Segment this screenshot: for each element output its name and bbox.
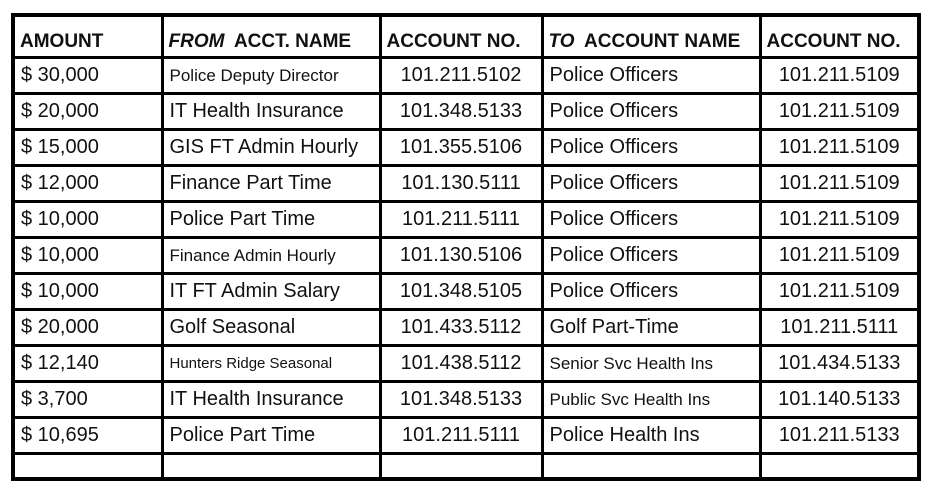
cell-to-account-no: 101.211.5109 bbox=[758, 200, 921, 239]
cell-from-name: Police Deputy Director bbox=[160, 56, 382, 95]
cell-to-name: Police Officers bbox=[540, 92, 762, 131]
header-from-acct-name: FROM ACCT. NAME bbox=[160, 13, 382, 59]
cell-from-account-no: 101.211.5111 bbox=[378, 416, 544, 455]
cell-to-account-no: 101.211.5133 bbox=[758, 416, 921, 455]
header-row: AMOUNT FROM ACCT. NAME ACCOUNT NO. TO ACCO… bbox=[11, 13, 921, 59]
cell-from-name: Police Part Time bbox=[160, 200, 382, 239]
cell-from-account-no: 101.211.5111 bbox=[378, 200, 544, 239]
header-from-account-no: ACCOUNT NO. bbox=[378, 13, 544, 59]
table-row-cutoff bbox=[11, 452, 921, 481]
header-amount: AMOUNT bbox=[11, 13, 164, 59]
table-row: $ 15,000 GIS FT Admin Hourly 101.355.510… bbox=[11, 128, 921, 167]
header-to-account-no-label: ACCOUNT NO. bbox=[766, 31, 901, 52]
cell-from-name: IT Health Insurance bbox=[160, 380, 382, 419]
table-row: $ 10,695 Police Part Time 101.211.5111 P… bbox=[11, 416, 921, 455]
header-to-account-name: TO ACCOUNT NAME bbox=[540, 13, 762, 59]
table-body: $ 30,000 Police Deputy Director 101.211.… bbox=[11, 56, 921, 481]
cell-amount: $ 20,000 bbox=[11, 308, 164, 347]
table-row: $ 10,000 IT FT Admin Salary 101.348.5105… bbox=[11, 272, 921, 311]
cell-to-account-no: 101.434.5133 bbox=[758, 344, 921, 383]
cell-to-account-no: 101.211.5109 bbox=[758, 236, 921, 275]
cell-from-account-no: 101.348.5133 bbox=[378, 92, 544, 131]
table-header: AMOUNT FROM ACCT. NAME ACCOUNT NO. TO ACCO… bbox=[11, 13, 921, 59]
cell-to-account-no bbox=[758, 452, 921, 481]
cell-from-account-no: 101.438.5112 bbox=[378, 344, 544, 383]
cell-amount: $ 10,000 bbox=[11, 236, 164, 275]
header-amount-label: AMOUNT bbox=[20, 31, 104, 52]
cell-to-account-no: 101.211.5109 bbox=[758, 56, 921, 95]
cell-to-account-no: 101.211.5109 bbox=[758, 272, 921, 311]
table-row: $ 12,140 Hunters Ridge Seasonal 101.438.… bbox=[11, 344, 921, 383]
cell-from-account-no: 101.348.5133 bbox=[378, 380, 544, 419]
cell-to-name bbox=[540, 452, 762, 481]
cell-from-account-no bbox=[378, 452, 544, 481]
table-row: $ 20,000 Golf Seasonal 101.433.5112 Golf… bbox=[11, 308, 921, 347]
header-from-account-no-label: ACCOUNT NO. bbox=[386, 31, 521, 52]
cell-from-name: Police Part Time bbox=[160, 416, 382, 455]
table-row: $ 30,000 Police Deputy Director 101.211.… bbox=[11, 56, 921, 95]
cell-from-account-no: 101.433.5112 bbox=[378, 308, 544, 347]
cell-to-name: Police Officers bbox=[540, 128, 762, 167]
cell-amount: $ 15,000 bbox=[11, 128, 164, 167]
cell-to-account-no: 101.211.5109 bbox=[758, 92, 921, 131]
cell-to-name: Police Officers bbox=[540, 200, 762, 239]
table-row: $ 10,000 Finance Admin Hourly 101.130.51… bbox=[11, 236, 921, 275]
cell-to-name: Public Svc Health Ins bbox=[540, 380, 762, 419]
cell-amount: $ 10,695 bbox=[11, 416, 164, 455]
cell-to-name: Police Officers bbox=[540, 164, 762, 203]
cell-from-account-no: 101.130.5106 bbox=[378, 236, 544, 275]
cell-amount: $ 12,140 bbox=[11, 344, 164, 383]
cell-amount: $ 10,000 bbox=[11, 272, 164, 311]
cell-to-name: Police Officers bbox=[540, 56, 762, 95]
cell-to-name: Police Officers bbox=[540, 272, 762, 311]
cell-from-account-no: 101.130.5111 bbox=[378, 164, 544, 203]
table-row: $ 3,700 IT Health Insurance 101.348.5133… bbox=[11, 380, 921, 419]
cell-from-name: Finance Part Time bbox=[160, 164, 382, 203]
cell-from-name: Finance Admin Hourly bbox=[160, 236, 382, 275]
cell-amount: $ 10,000 bbox=[11, 200, 164, 239]
cell-from-account-no: 101.348.5105 bbox=[378, 272, 544, 311]
table-row: $ 20,000 IT Health Insurance 101.348.513… bbox=[11, 92, 921, 131]
cell-to-account-no: 101.211.5111 bbox=[758, 308, 921, 347]
cell-from-account-no: 101.355.5106 bbox=[378, 128, 544, 167]
cell-amount: $ 12,000 bbox=[11, 164, 164, 203]
cell-amount: $ 20,000 bbox=[11, 92, 164, 131]
cell-amount: $ 3,700 bbox=[11, 380, 164, 419]
cell-from-name: GIS FT Admin Hourly bbox=[160, 128, 382, 167]
cell-from-name: IT Health Insurance bbox=[160, 92, 382, 131]
cell-amount: $ 30,000 bbox=[11, 56, 164, 95]
table-row: $ 12,000 Finance Part Time 101.130.5111 … bbox=[11, 164, 921, 203]
budget-transfer-table: AMOUNT FROM ACCT. NAME ACCOUNT NO. TO ACCO… bbox=[11, 13, 921, 481]
cell-from-name: IT FT Admin Salary bbox=[160, 272, 382, 311]
header-to-account-no: ACCOUNT NO. bbox=[758, 13, 921, 59]
cell-to-account-no: 101.211.5109 bbox=[758, 128, 921, 167]
table-row: $ 10,000 Police Part Time 101.211.5111 P… bbox=[11, 200, 921, 239]
cell-to-account-no: 101.140.5133 bbox=[758, 380, 921, 419]
cell-to-name: Golf Part-Time bbox=[540, 308, 762, 347]
header-to-label: ACCOUNT NAME bbox=[584, 31, 741, 52]
cell-to-account-no: 101.211.5109 bbox=[758, 164, 921, 203]
cell-from-account-no: 101.211.5102 bbox=[378, 56, 544, 95]
cell-to-name: Senior Svc Health Ins bbox=[540, 344, 762, 383]
cell-from-name: Hunters Ridge Seasonal bbox=[160, 344, 382, 383]
cell-from-name: Golf Seasonal bbox=[160, 308, 382, 347]
cell-to-name: Police Officers bbox=[540, 236, 762, 275]
header-from-prefix: FROM bbox=[168, 31, 225, 52]
cell-from-name bbox=[160, 452, 382, 481]
header-from-label: ACCT. NAME bbox=[233, 31, 352, 52]
cell-to-name: Police Health Ins bbox=[540, 416, 762, 455]
header-to-prefix: TO bbox=[548, 31, 575, 52]
cell-amount bbox=[11, 452, 164, 481]
